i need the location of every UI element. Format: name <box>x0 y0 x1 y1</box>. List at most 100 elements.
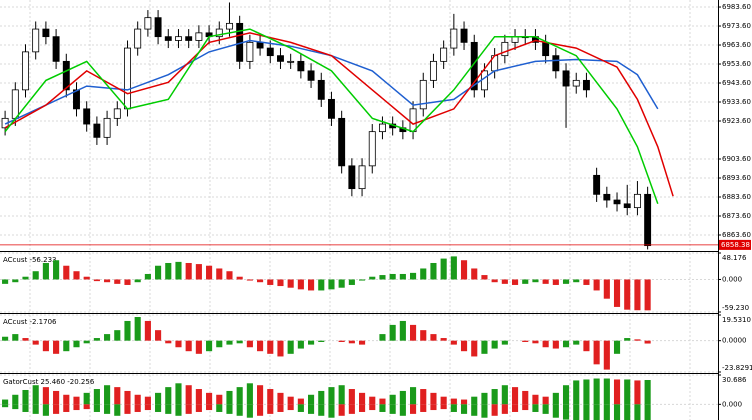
histogram-bar <box>542 279 549 284</box>
gator-bar <box>195 389 202 405</box>
candle-body <box>164 36 172 41</box>
histogram-bar <box>12 279 19 283</box>
y-tick-label: -23.8291 <box>722 364 752 372</box>
histogram-bar <box>257 279 264 283</box>
candle-body <box>103 117 111 138</box>
indicator-title: ACcust -56.233 <box>3 256 56 264</box>
histogram-bar <box>206 340 213 352</box>
y-tick-label: 0.000 <box>722 400 742 408</box>
gator-bar <box>420 404 427 412</box>
gator-bar <box>328 387 335 405</box>
candle-body <box>266 47 274 57</box>
histogram-bar <box>562 340 570 348</box>
gator-bar <box>644 404 651 420</box>
gator-bar <box>399 404 406 416</box>
histogram-bar <box>2 336 9 341</box>
histogram-bar <box>236 340 243 344</box>
gator-bar <box>603 378 610 405</box>
gator-bar <box>42 387 49 405</box>
candle-body <box>22 51 29 91</box>
histogram-bar <box>420 268 427 280</box>
histogram-bar <box>185 340 192 352</box>
alligator-line <box>4 28 659 205</box>
gator-bar <box>297 398 304 405</box>
histogram-bar <box>522 279 529 284</box>
histogram-bar <box>430 262 437 280</box>
candle-body <box>154 17 162 38</box>
candle-body <box>368 131 376 167</box>
gator-bar <box>450 398 457 405</box>
histogram-bar <box>338 340 345 342</box>
candle-body <box>593 174 601 195</box>
histogram-bar <box>114 279 121 284</box>
candle-body <box>633 193 641 209</box>
y-tick-label: 6933.60 <box>722 98 751 106</box>
histogram-bar <box>471 268 478 280</box>
histogram-bar <box>522 340 529 342</box>
histogram-bar <box>185 262 192 280</box>
histogram-bar <box>287 340 294 354</box>
gator-bar <box>440 396 447 405</box>
gator-bar <box>63 404 70 412</box>
gator-bar <box>338 385 345 405</box>
y-tick-label: 6963.60 <box>722 41 751 49</box>
gator-bar <box>583 379 590 405</box>
histogram-bar <box>481 340 488 354</box>
gator-bar <box>267 404 274 414</box>
histogram-bar <box>155 265 162 280</box>
histogram-bar <box>53 260 60 280</box>
gator-bar <box>165 387 172 405</box>
gator-bar <box>236 404 243 416</box>
gator-bar <box>144 396 151 405</box>
gator-bar <box>348 389 355 405</box>
histogram-bar <box>634 279 641 311</box>
gator-bar <box>348 404 355 414</box>
y-tick-label: -59.230 <box>722 304 749 312</box>
gator-bar <box>624 379 631 405</box>
histogram-bar <box>603 279 610 299</box>
histogram-bar <box>593 340 600 365</box>
gator-bar <box>53 390 60 405</box>
gator-bar <box>613 404 621 420</box>
gator-bar <box>318 390 325 405</box>
gator-bar <box>144 404 151 411</box>
gator-bar <box>2 404 9 408</box>
gator-bar <box>511 387 519 405</box>
histogram-bar <box>471 340 478 357</box>
gator-bar <box>155 392 162 405</box>
histogram-bar <box>32 340 39 345</box>
gator-bar <box>114 404 121 416</box>
gator-bar <box>532 394 539 405</box>
gator-bar <box>206 404 213 411</box>
histogram-bar <box>83 276 90 280</box>
gator-bar <box>552 404 559 418</box>
y-tick-label: 6973.60 <box>722 22 751 30</box>
histogram-bar <box>297 279 304 290</box>
gator-bar <box>22 404 29 412</box>
histogram-bar <box>155 330 162 341</box>
candle-body <box>542 41 550 57</box>
candle-body <box>277 55 284 62</box>
histogram-bar <box>450 256 457 280</box>
gator-bar <box>450 404 457 412</box>
histogram-bar <box>420 330 427 341</box>
candle-body <box>42 28 50 38</box>
gator-bar <box>114 387 121 405</box>
candle-body <box>113 108 121 119</box>
gator-bar <box>634 404 641 420</box>
histogram-bar <box>573 279 580 283</box>
histogram-bar <box>165 340 172 344</box>
histogram-bar <box>389 324 396 341</box>
histogram-bar <box>348 340 355 344</box>
gator-bar <box>267 389 274 405</box>
gator-bar <box>257 404 264 416</box>
histogram-bar <box>348 279 355 285</box>
gator-bar <box>583 404 590 420</box>
histogram-bar <box>277 340 284 357</box>
gator-bar <box>369 396 376 405</box>
gator-bar <box>409 387 417 405</box>
gator-bar <box>481 404 488 418</box>
candle-body <box>348 165 356 190</box>
gator-bar <box>175 383 182 405</box>
gator-bar <box>22 389 29 405</box>
